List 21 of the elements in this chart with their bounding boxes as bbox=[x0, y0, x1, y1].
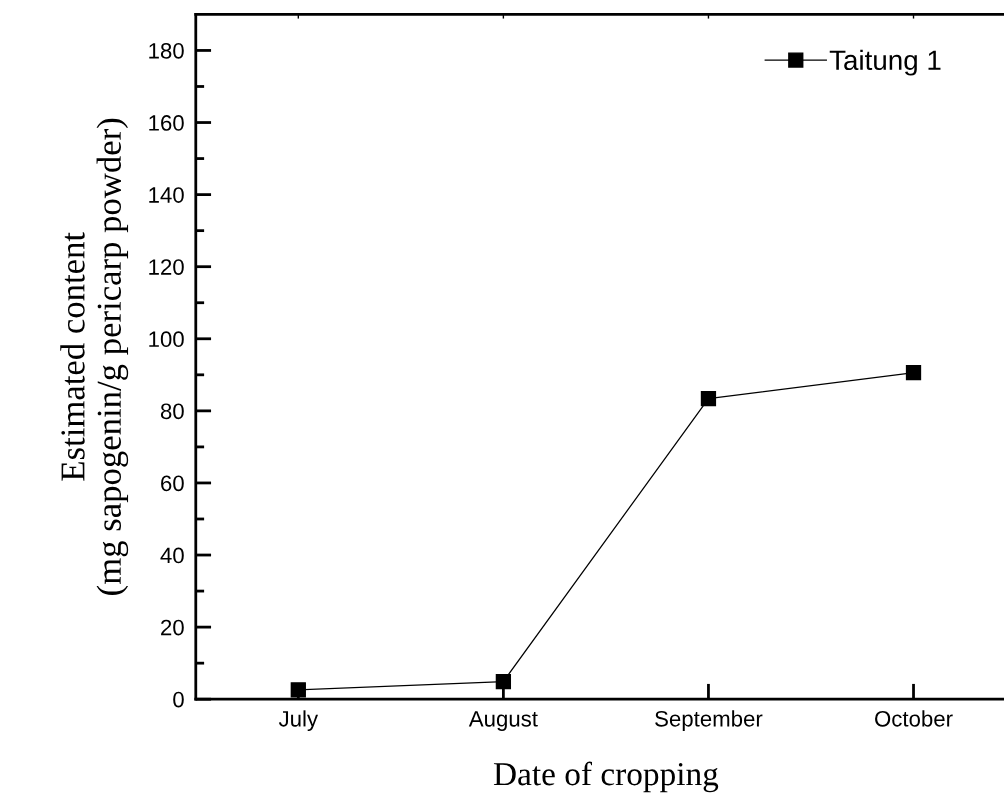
x-axis-title: Date of cropping bbox=[493, 761, 719, 793]
y-tick-label: 120 bbox=[149, 259, 184, 275]
y-tick-label: 180 bbox=[149, 42, 184, 59]
y-tick-label: 140 bbox=[149, 187, 184, 203]
x-tick-label: August bbox=[468, 711, 538, 732]
legend-label: Taitung 1 bbox=[829, 49, 941, 76]
y-tick-label: 160 bbox=[149, 115, 184, 131]
point bbox=[700, 390, 717, 407]
y-axis-title: Estimated content (mg sapogenin/g pericarp powder) bbox=[60, 118, 129, 595]
point bbox=[905, 365, 922, 381]
y-tick-label: 0 bbox=[173, 691, 184, 708]
x-tick-label: July bbox=[278, 710, 319, 732]
y-tick-label: 80 bbox=[160, 403, 184, 420]
y-tick-label: 20 bbox=[161, 619, 184, 636]
point bbox=[290, 682, 306, 698]
y-tick-label: 40 bbox=[160, 547, 184, 564]
x-tick-label: September bbox=[655, 710, 763, 732]
point bbox=[495, 673, 512, 690]
x-tick-label: October bbox=[875, 710, 953, 727]
y-tick-label: 60 bbox=[161, 475, 184, 492]
y-tick-label: 100 bbox=[149, 331, 184, 348]
